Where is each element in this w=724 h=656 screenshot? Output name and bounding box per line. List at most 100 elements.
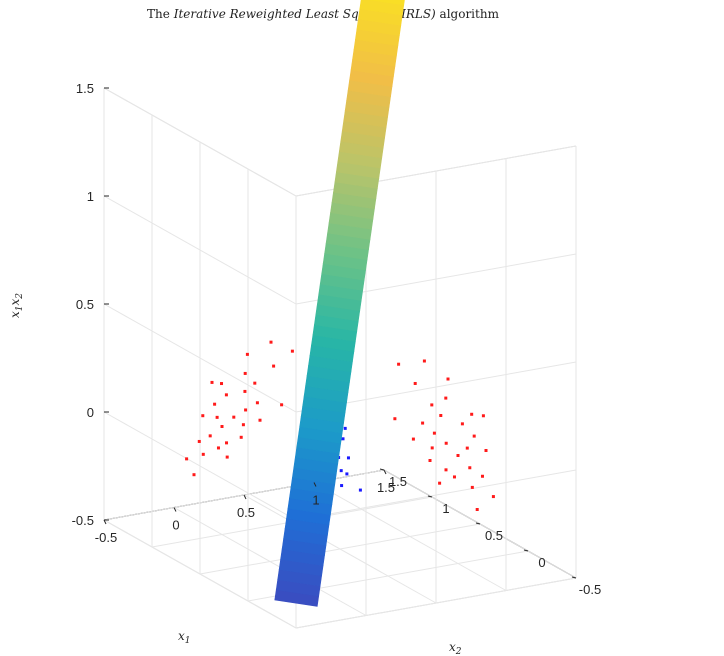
x-axis-label-main: x bbox=[178, 629, 185, 643]
y-tick bbox=[313, 482, 317, 487]
grid-line bbox=[243, 494, 437, 604]
class-b-point bbox=[185, 457, 189, 461]
y-tick bbox=[103, 519, 107, 525]
class-b-point bbox=[244, 408, 248, 412]
class-b-point bbox=[197, 439, 201, 443]
y-tick bbox=[243, 494, 247, 500]
class-b-point bbox=[430, 403, 434, 407]
grid-line bbox=[295, 469, 577, 521]
class-b-point bbox=[192, 473, 196, 477]
x-tick-label: 1.5 bbox=[389, 474, 407, 489]
grid-line bbox=[103, 519, 297, 629]
class-b-point bbox=[444, 396, 448, 400]
chart-title-suffix: algorithm bbox=[436, 7, 500, 21]
class-a-point bbox=[358, 488, 362, 492]
class-a-point bbox=[340, 484, 344, 488]
x-tick bbox=[379, 468, 385, 471]
x-tick-label: 1 bbox=[442, 501, 449, 516]
class-b-point bbox=[215, 415, 219, 419]
class-b-point bbox=[220, 382, 224, 386]
class-b-point bbox=[243, 371, 247, 375]
surface-patch bbox=[368, 0, 405, 6]
class-b-point bbox=[232, 415, 236, 419]
class-b-point bbox=[475, 508, 479, 511]
class-b-point bbox=[239, 435, 243, 439]
class-b-point bbox=[255, 401, 259, 405]
z-axis-label-a: x bbox=[8, 311, 22, 318]
class-b-point bbox=[213, 402, 217, 406]
y-tick-label: 0.5 bbox=[237, 505, 255, 520]
y-tick-label: -0.5 bbox=[95, 530, 117, 545]
class-b-point bbox=[280, 403, 284, 407]
class-b-point bbox=[428, 459, 432, 462]
chart-title-prefix: The bbox=[147, 7, 174, 21]
class-b-point bbox=[241, 423, 245, 427]
x-tick-label: 0 bbox=[538, 555, 545, 570]
class-b-point bbox=[470, 485, 474, 489]
class-a-point bbox=[341, 437, 345, 441]
class-b-point bbox=[225, 455, 229, 459]
x-axis-label: x1 bbox=[178, 629, 191, 646]
x-tick bbox=[571, 576, 577, 579]
class-b-point bbox=[201, 414, 205, 418]
y-tick bbox=[383, 469, 387, 475]
class-b-point bbox=[245, 352, 249, 356]
class-b-point bbox=[430, 446, 434, 450]
class-a-point bbox=[343, 426, 347, 430]
z-axis-label-b: x bbox=[8, 298, 22, 305]
class-b-point bbox=[465, 446, 469, 450]
z-axis-label-b-sub: 2 bbox=[15, 293, 25, 300]
grid-line bbox=[295, 577, 577, 629]
y-tick-label: 0 bbox=[172, 518, 179, 533]
class-b-point bbox=[438, 481, 442, 485]
class-b-point bbox=[421, 421, 425, 425]
class-b-point bbox=[432, 431, 436, 435]
class-b-point bbox=[397, 362, 401, 366]
y-axis-label-sub: 2 bbox=[455, 647, 462, 656]
class-b-point bbox=[201, 452, 205, 456]
class-b-point bbox=[480, 474, 484, 478]
z-axis-label-a-sub: 1 bbox=[15, 305, 25, 311]
decision-surface bbox=[274, 0, 405, 607]
z-axis-label: x1x2 bbox=[8, 293, 25, 318]
z-tick-label: 0 bbox=[87, 405, 94, 420]
class-b-point bbox=[460, 422, 464, 426]
z-tick-label: 1.5 bbox=[76, 81, 94, 96]
class-b-point bbox=[258, 418, 262, 422]
class-b-point bbox=[225, 441, 229, 445]
y-tick bbox=[173, 507, 177, 512]
chart-title: The Iterative Reweighted Least Squares (… bbox=[147, 7, 500, 21]
y-axis-label-main: x bbox=[449, 640, 456, 654]
x-tick-label: -0.5 bbox=[579, 582, 601, 597]
y-axis-label: x2 bbox=[449, 640, 462, 656]
class-b-point bbox=[216, 446, 220, 450]
grid-line bbox=[173, 507, 367, 616]
class-b-point bbox=[472, 434, 476, 438]
class-a-point bbox=[345, 472, 349, 476]
x-tick bbox=[523, 549, 529, 552]
grid-line bbox=[103, 303, 297, 413]
class-b-point bbox=[272, 364, 276, 368]
class-b-point bbox=[224, 393, 228, 397]
class-b-point bbox=[468, 466, 472, 470]
class-b-point bbox=[269, 340, 273, 344]
x-tick bbox=[475, 522, 481, 525]
y-tick-label: 1 bbox=[312, 493, 319, 508]
class-b-point bbox=[210, 380, 214, 384]
class-b-point bbox=[220, 425, 224, 428]
class-a-point bbox=[346, 456, 350, 460]
class-b-point bbox=[413, 381, 417, 385]
z-tick-label: 0.5 bbox=[76, 297, 94, 312]
class-b-point bbox=[444, 468, 448, 472]
axis-ticks: -0.5 0 0.5 1 1.5 -0.5 0 0.5 1 1.5 -0.5 0 0.5 1 1.5 bbox=[72, 81, 602, 597]
points-front-of-surface bbox=[185, 340, 495, 511]
class-b-point bbox=[470, 412, 474, 416]
y-tick-label: 1.5 bbox=[377, 480, 395, 495]
x-tick bbox=[427, 495, 433, 498]
class-b-point bbox=[290, 349, 294, 353]
grid-line bbox=[313, 482, 507, 591]
z-tick-label: -0.5 bbox=[72, 513, 94, 528]
class-b-point bbox=[452, 475, 456, 479]
class-b-point bbox=[439, 414, 443, 417]
